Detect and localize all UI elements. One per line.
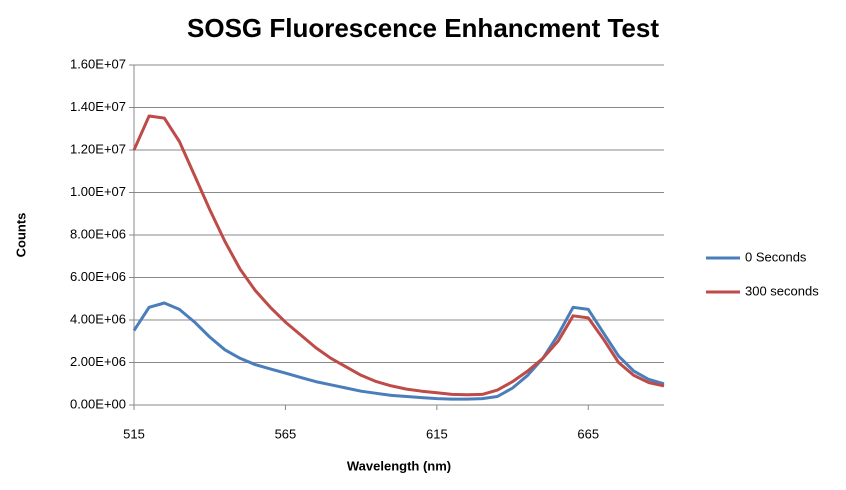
y-tick-label: 4.00E+06 <box>70 311 126 326</box>
y-tick-label: 1.20E+07 <box>70 141 126 156</box>
x-tick-label: 615 <box>426 426 448 441</box>
x-tick-label: 515 <box>123 426 145 441</box>
y-tick-label: 1.40E+07 <box>70 99 126 114</box>
y-tick-label: 8.00E+06 <box>70 226 126 241</box>
y-tick-label: 1.60E+07 <box>70 56 126 71</box>
y-tick-label: 6.00E+06 <box>70 269 126 284</box>
legend-label: 300 seconds <box>745 283 819 298</box>
y-axis-label: Counts <box>13 213 28 258</box>
x-tick-label: 565 <box>275 426 297 441</box>
legend-label: 0 Seconds <box>745 249 807 264</box>
x-tick-label: 665 <box>577 426 599 441</box>
y-tick-label: 1.00E+07 <box>70 184 126 199</box>
x-axis-label: Wavelength (nm) <box>347 458 451 473</box>
series-line <box>132 114 665 397</box>
y-tick-label: 0.00E+00 <box>70 396 126 411</box>
y-tick-label: 2.00E+06 <box>70 354 126 369</box>
chart-title: SOSG Fluorescence Enhancment Test <box>187 13 659 43</box>
series-line <box>132 301 665 401</box>
